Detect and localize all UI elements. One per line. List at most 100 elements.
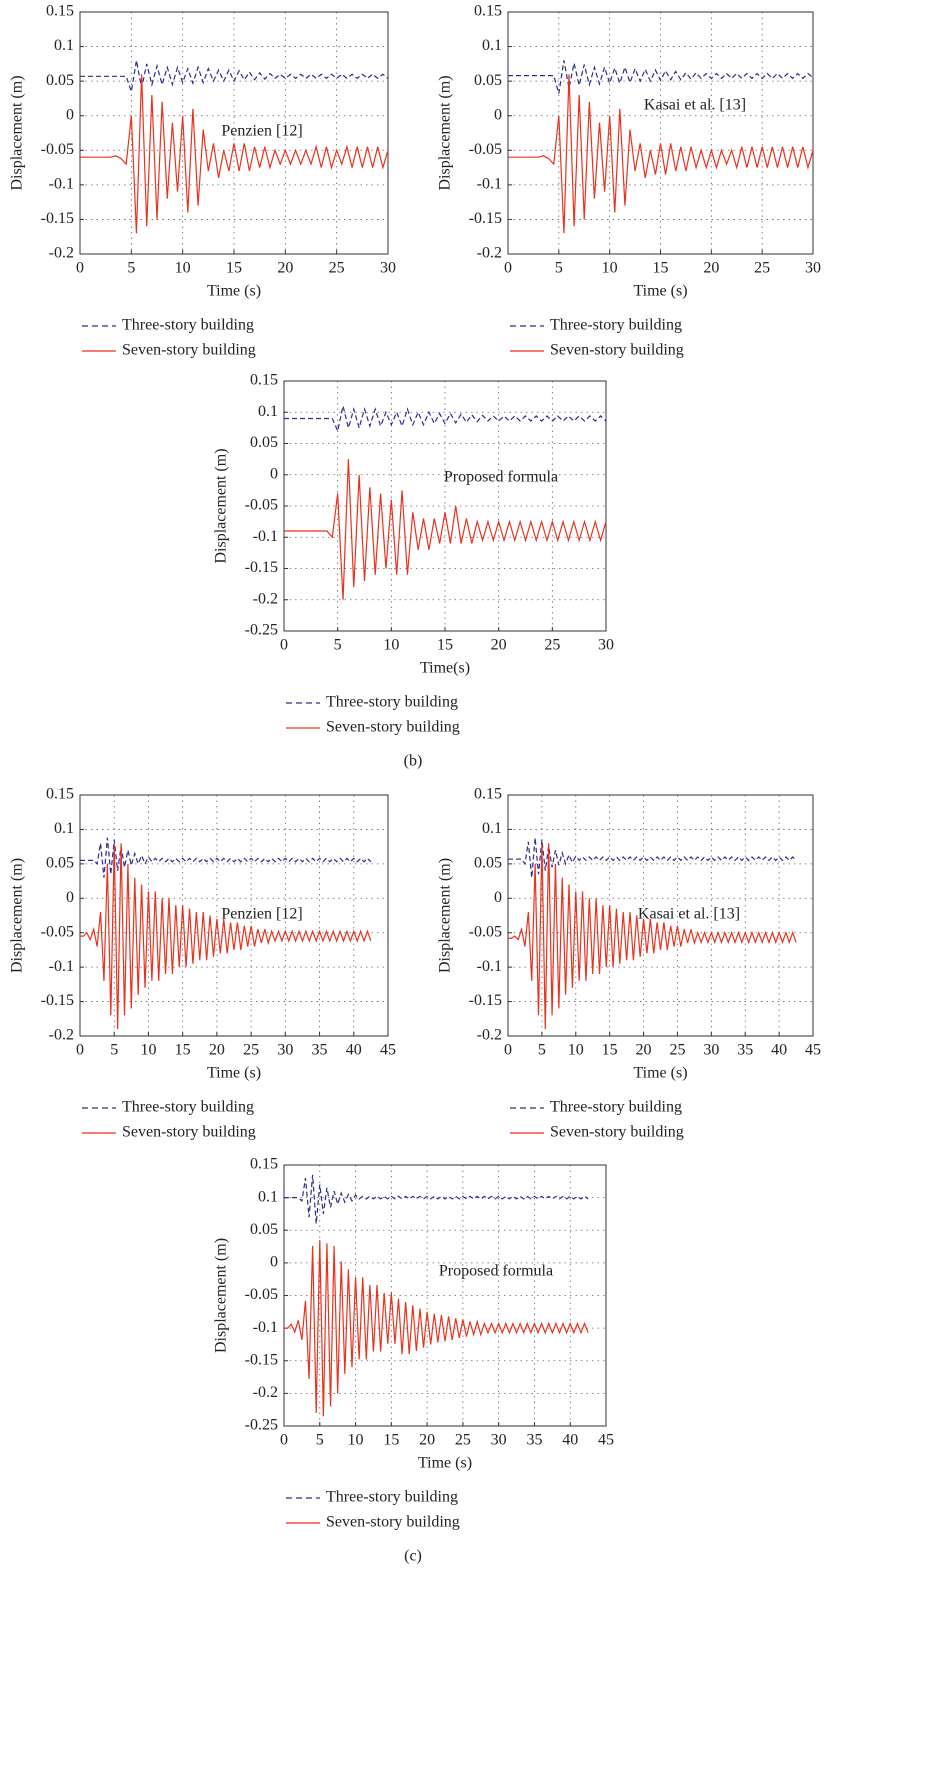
x-tick-label: 40 — [771, 1042, 787, 1059]
x-tick-label: 0 — [76, 260, 84, 277]
x-tick-label: 5 — [127, 260, 135, 277]
y-tick-label: 0.05 — [250, 1221, 278, 1238]
x-tick-label: 20 — [419, 1432, 435, 1449]
panel-caption: (b) — [404, 753, 423, 770]
series-line — [508, 837, 797, 878]
x-tick-label: 0 — [76, 1042, 84, 1059]
y-tick-label: 0.15 — [46, 786, 74, 803]
y-tick-label: -0.2 — [477, 1027, 502, 1044]
legend-label: Three-story building — [122, 1099, 254, 1116]
y-tick-label: -0.1 — [253, 528, 278, 545]
x-tick-label: 0 — [504, 260, 512, 277]
y-tick-label: 0.1 — [54, 820, 74, 837]
legend-label: Three-story building — [550, 317, 682, 334]
chart-panel: -0.2 -0.15 -0.1 -0.05 0 0.05 0.1 0.15 0 5 10 15 20 25… — [9, 786, 396, 1141]
x-tick-label: 45 — [805, 1042, 821, 1059]
y-tick-label: -0.2 — [253, 590, 278, 607]
y-tick-label: 0.05 — [474, 72, 502, 89]
y-tick-label: 0.1 — [482, 820, 502, 837]
y-tick-label: 0 — [66, 106, 74, 123]
series-line — [80, 843, 372, 1030]
y-tick-label: -0.05 — [41, 141, 74, 158]
y-axis-label: Displacement (m) — [213, 1238, 230, 1353]
y-tick-label: -0.15 — [245, 559, 278, 576]
x-tick-label: 10 — [602, 260, 618, 277]
x-tick-label: 10 — [568, 1042, 584, 1059]
x-tick-label: 30 — [380, 260, 396, 277]
y-axis-label: Displacement (m) — [437, 75, 454, 190]
x-tick-label: 15 — [437, 637, 453, 654]
y-tick-label: -0.2 — [477, 245, 502, 262]
y-tick-label: -0.1 — [49, 176, 74, 193]
chart-panel: -0.25 -0.2 -0.15 -0.1 -0.05 0 0.05 0.1 0.15 0 5 10 1… — [213, 372, 614, 736]
x-tick-label: 35 — [526, 1432, 542, 1449]
y-tick-label: -0.15 — [41, 992, 74, 1009]
y-tick-label: 0.1 — [54, 37, 74, 54]
legend-label: Three-story building — [122, 317, 254, 334]
x-tick-label: 30 — [491, 1432, 507, 1449]
y-tick-label: 0 — [494, 889, 502, 906]
x-axis-label: Time (s) — [633, 283, 687, 300]
x-tick-label: 10 — [175, 260, 191, 277]
y-tick-label: -0.1 — [49, 958, 74, 975]
x-tick-label: 25 — [329, 260, 345, 277]
x-axis-label: Time(s) — [420, 660, 470, 677]
x-tick-label: 10 — [383, 637, 399, 654]
y-tick-label: -0.1 — [477, 176, 502, 193]
y-tick-label: -0.15 — [245, 1351, 278, 1368]
y-tick-label: -0.05 — [41, 923, 74, 940]
y-tick-label: -0.2 — [253, 1384, 278, 1401]
x-tick-label: 0 — [280, 637, 288, 654]
annotation: Proposed formula — [444, 469, 558, 486]
series-line — [80, 837, 372, 878]
x-tick-label: 15 — [602, 1042, 618, 1059]
x-tick-label: 15 — [226, 260, 242, 277]
y-tick-label: 0.05 — [46, 72, 74, 89]
annotation: Proposed formula — [439, 1263, 553, 1280]
plot-frame — [283, 380, 607, 632]
chart-panel: -0.25 -0.2 -0.15 -0.1 -0.05 0 0.05 0.1 0.15 0 5 10 1… — [213, 1156, 614, 1531]
legend-label: Three-story building — [326, 1489, 458, 1506]
annotation: Kasai et al. [13] — [644, 97, 746, 114]
x-tick-label: 30 — [598, 637, 614, 654]
y-tick-label: 0.1 — [482, 37, 502, 54]
x-tick-label: 30 — [703, 1042, 719, 1059]
x-axis-label: Time (s) — [418, 1455, 472, 1472]
y-tick-label: -0.2 — [49, 245, 74, 262]
y-tick-label: 0 — [494, 106, 502, 123]
x-tick-label: 30 — [805, 260, 821, 277]
y-tick-label: -0.25 — [245, 622, 278, 639]
x-tick-label: 15 — [175, 1042, 191, 1059]
plot-frame — [507, 11, 814, 255]
legend-label: Seven-story building — [326, 1514, 460, 1531]
plot-frame — [79, 11, 389, 255]
y-tick-label: 0.15 — [474, 3, 502, 20]
y-tick-label: -0.1 — [477, 958, 502, 975]
x-tick-label: 25 — [669, 1042, 685, 1059]
y-tick-label: 0.05 — [250, 434, 278, 451]
legend-label: Seven-story building — [122, 1124, 256, 1141]
series-line — [508, 74, 814, 234]
x-axis-label: Time (s) — [633, 1065, 687, 1082]
series-line — [80, 60, 389, 92]
y-tick-label: 0.15 — [250, 372, 278, 389]
x-tick-label: 10 — [348, 1432, 364, 1449]
x-tick-label: 0 — [280, 1432, 288, 1449]
y-axis-label: Displacement (m) — [9, 75, 26, 190]
y-tick-label: -0.2 — [49, 1027, 74, 1044]
y-tick-label: 0 — [270, 1254, 278, 1271]
x-tick-label: 15 — [653, 260, 669, 277]
y-tick-label: 0.15 — [474, 786, 502, 803]
y-tick-label: 0.05 — [46, 855, 74, 872]
y-axis-label: Displacement (m) — [437, 858, 454, 973]
x-tick-label: 20 — [277, 260, 293, 277]
legend-label: Seven-story building — [550, 1124, 684, 1141]
y-tick-label: -0.25 — [245, 1417, 278, 1434]
x-tick-label: 20 — [703, 260, 719, 277]
y-tick-label: -0.05 — [245, 1286, 278, 1303]
x-tick-label: 40 — [346, 1042, 362, 1059]
x-tick-label: 20 — [209, 1042, 225, 1059]
x-axis-label: Time (s) — [207, 283, 261, 300]
x-tick-label: 5 — [538, 1042, 546, 1059]
x-tick-label: 25 — [455, 1432, 471, 1449]
